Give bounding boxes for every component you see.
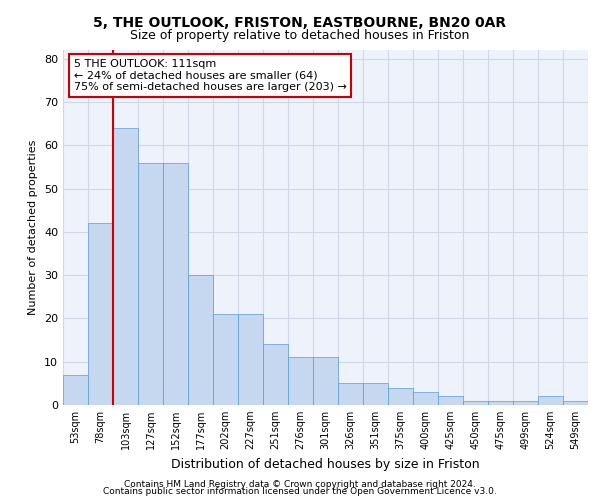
Bar	[488, 400, 513, 405]
Bar	[188, 275, 213, 405]
Bar	[438, 396, 463, 405]
Text: Contains HM Land Registry data © Crown copyright and database right 2024.: Contains HM Land Registry data © Crown c…	[124, 480, 476, 489]
Bar	[213, 314, 238, 405]
Bar	[238, 314, 263, 405]
Text: 5, THE OUTLOOK, FRISTON, EASTBOURNE, BN20 0AR: 5, THE OUTLOOK, FRISTON, EASTBOURNE, BN2…	[94, 16, 506, 30]
Bar	[388, 388, 413, 405]
Bar	[563, 400, 588, 405]
Bar	[538, 396, 563, 405]
Bar	[88, 223, 113, 405]
Bar	[163, 162, 188, 405]
Bar	[113, 128, 138, 405]
Bar	[63, 374, 88, 405]
Bar	[413, 392, 438, 405]
Bar	[263, 344, 288, 405]
Bar	[463, 400, 488, 405]
Bar	[363, 384, 388, 405]
Bar	[138, 162, 163, 405]
Y-axis label: Number of detached properties: Number of detached properties	[28, 140, 38, 315]
Bar	[513, 400, 538, 405]
X-axis label: Distribution of detached houses by size in Friston: Distribution of detached houses by size …	[171, 458, 480, 470]
Bar	[338, 384, 363, 405]
Text: Contains public sector information licensed under the Open Government Licence v3: Contains public sector information licen…	[103, 488, 497, 496]
Text: 5 THE OUTLOOK: 111sqm
← 24% of detached houses are smaller (64)
75% of semi-deta: 5 THE OUTLOOK: 111sqm ← 24% of detached …	[74, 59, 346, 92]
Bar	[288, 358, 313, 405]
Text: Size of property relative to detached houses in Friston: Size of property relative to detached ho…	[130, 29, 470, 42]
Bar	[313, 358, 338, 405]
